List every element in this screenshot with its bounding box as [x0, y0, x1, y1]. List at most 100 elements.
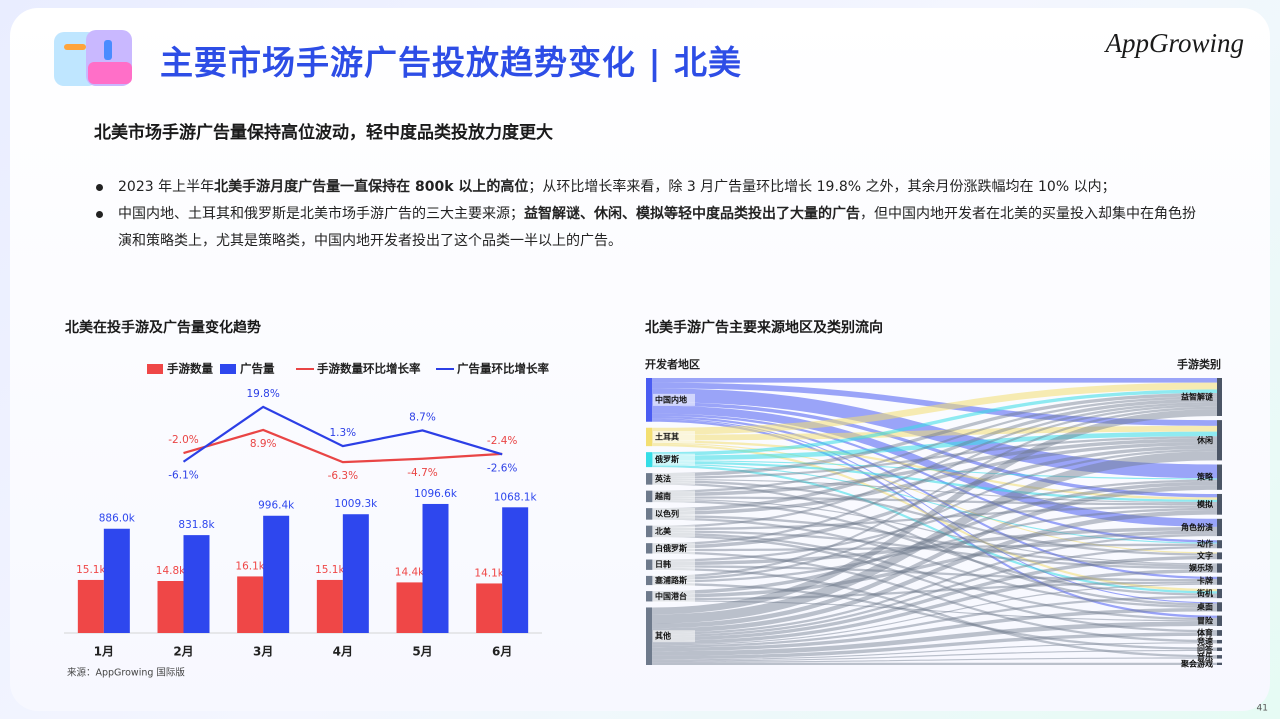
line-value-label: 19.8% — [246, 388, 279, 400]
link — [652, 404, 1217, 546]
source-label: 日韩 — [655, 559, 671, 569]
text: ，但中国内地开发者在北美的买量投入却集中在角色扮演和策略类上，尤其是策略类，中国… — [118, 206, 1196, 249]
link — [652, 657, 1217, 663]
link — [652, 515, 1217, 567]
line-value-label: -2.6% — [487, 462, 517, 474]
source-label: 白俄罗斯 — [655, 543, 687, 553]
link — [652, 392, 1217, 477]
link — [652, 507, 1217, 583]
link — [652, 496, 1217, 506]
link — [652, 533, 1217, 636]
link — [652, 441, 1217, 516]
target-label: 竞速 — [1196, 636, 1213, 646]
x-tick-label: 3月 — [253, 645, 273, 659]
target-node — [1217, 602, 1222, 612]
link — [652, 382, 1217, 426]
link — [652, 482, 1217, 606]
chart-title: 北美手游广告主要来源地区及类别流向 — [645, 319, 883, 336]
bar-value-label: 1009.3k — [334, 498, 378, 510]
bar — [77, 579, 104, 633]
bar — [396, 582, 423, 633]
link — [652, 460, 1217, 480]
link — [652, 481, 1217, 595]
axis-label: 开发者地区 — [645, 357, 700, 371]
target-node — [1217, 378, 1222, 416]
link — [652, 621, 1217, 656]
source-node — [646, 508, 652, 520]
link — [652, 461, 1217, 503]
line-value-label: -6.1% — [168, 470, 198, 482]
label-bg — [653, 630, 695, 643]
icon-shape — [104, 40, 112, 60]
source-node — [646, 575, 652, 586]
link — [652, 526, 1217, 566]
link — [652, 582, 1217, 650]
bullet: 2023 年上半年北美手游月度广告量一直保持在 800k 以上的高位；从环比增长… — [96, 174, 1196, 201]
text: ；从环比增长率来看，除 3 月广告量环比增长 19.8% 之外，其余月份涨跌幅均… — [528, 179, 1116, 195]
link — [652, 510, 1217, 633]
links — [652, 378, 1217, 665]
target-label: 卡牌 — [1197, 575, 1213, 585]
text: 2023 年上半年 — [118, 179, 215, 195]
target-node — [1217, 647, 1222, 651]
link — [652, 608, 1217, 652]
source-label: 塞浦路斯 — [654, 575, 687, 585]
legend-swatch — [220, 364, 236, 374]
source-label: 英法 — [654, 473, 671, 483]
target-label: 体育 — [1197, 627, 1213, 637]
link — [652, 517, 1217, 609]
target-node — [1217, 518, 1222, 537]
source-label: 俄罗斯 — [654, 454, 679, 464]
target-label: 模拟 — [1197, 499, 1213, 509]
link — [652, 499, 1217, 596]
subtitle: 北美市场手游广告量保持高位波动，轻中度品类投放力度更大 — [94, 123, 553, 143]
link — [652, 413, 1217, 543]
bar-value-label: 1096.6k — [414, 488, 458, 500]
link — [652, 478, 1217, 504]
link — [652, 442, 1217, 554]
target-label: 文字 — [1197, 550, 1213, 560]
line — [183, 428, 503, 464]
link — [652, 530, 1217, 570]
bold-text: 益智解谜、休闲、模拟等轻中度品类投出了大量的广告 — [524, 206, 860, 222]
bar — [502, 507, 529, 633]
link — [652, 600, 1217, 622]
x-tick-label: 1月 — [94, 645, 114, 659]
target-label: 街机 — [1196, 588, 1213, 598]
bar-value-label: 1068.1k — [494, 491, 538, 503]
link — [652, 649, 1217, 662]
bar-value-label: 15.1k — [76, 564, 106, 576]
label-bg — [653, 490, 695, 503]
source-node — [646, 490, 652, 503]
axis-label: 手游类别 — [1177, 357, 1221, 371]
line-value-label: 1.3% — [329, 427, 356, 439]
logo: AppGrowing — [1105, 28, 1244, 58]
bar-value-label: 14.4k — [395, 566, 425, 578]
link — [652, 581, 1217, 601]
link — [652, 565, 1217, 582]
x-tick-label: 6月 — [492, 645, 512, 659]
link — [652, 445, 1217, 549]
line-value-label: 8.9% — [250, 438, 277, 450]
source-label: 越南 — [654, 491, 671, 501]
link — [652, 551, 1217, 643]
link — [652, 569, 1217, 645]
target-node — [1217, 552, 1222, 560]
x-tick-label: 2月 — [173, 645, 193, 659]
link — [652, 418, 1217, 604]
link — [652, 479, 1217, 562]
legend-label: 手游数量 — [167, 362, 213, 376]
x-tick-label: 5月 — [412, 645, 432, 659]
link — [652, 567, 1217, 658]
link — [652, 431, 1217, 461]
link — [652, 448, 1217, 581]
source-node — [646, 543, 652, 554]
target-label: 益智解谜 — [1181, 391, 1213, 401]
source-node — [646, 378, 652, 422]
legend-label: 广告量 — [240, 362, 275, 376]
bar — [316, 579, 343, 633]
bullet: 中国内地、土耳其和俄罗斯是北美市场手游广告的三大主要来源；益智解谜、休闲、模拟等… — [96, 201, 1196, 255]
text: 中国内地、土耳其和俄罗斯是北美市场手游广告的三大主要来源； — [118, 206, 524, 222]
